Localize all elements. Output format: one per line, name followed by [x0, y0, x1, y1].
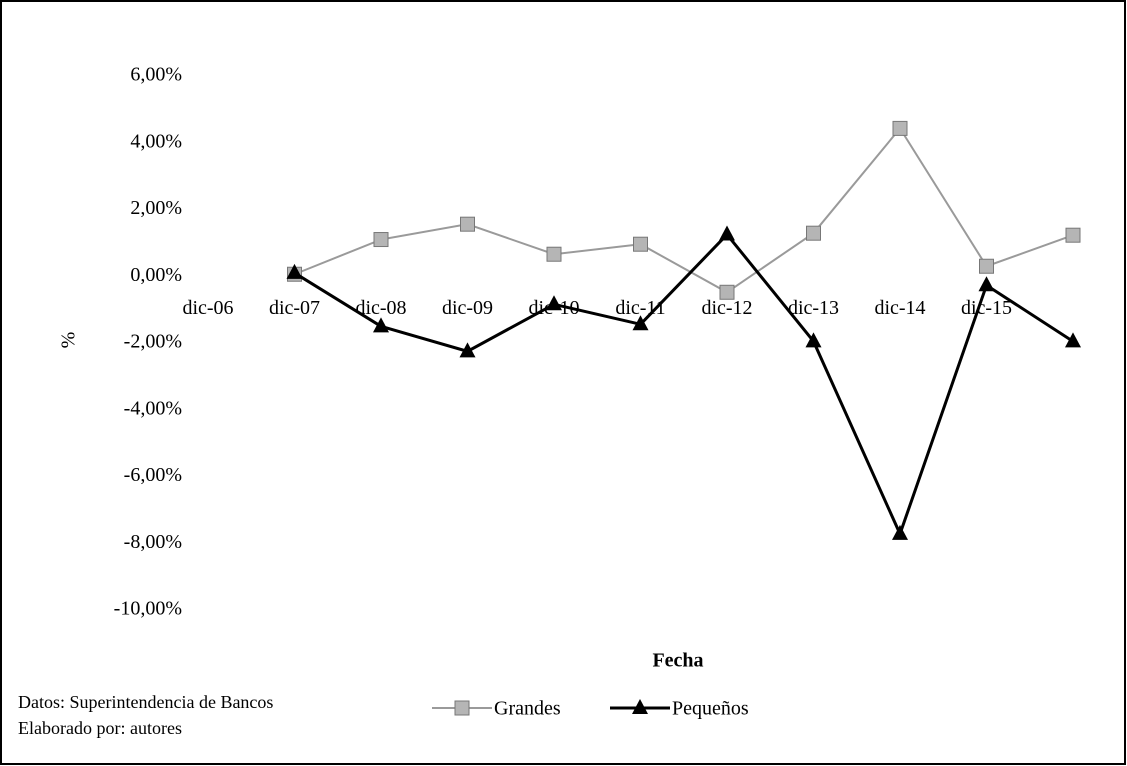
- x-tick-label: dic-06: [182, 297, 233, 319]
- note: Datos: Superintendencia de Bancos: [18, 692, 273, 712]
- point: [805, 332, 822, 348]
- x-tick-label: dic-08: [355, 297, 406, 319]
- x-tick-label: dic-14: [874, 297, 925, 319]
- y-tick-label: -6,00%: [124, 464, 182, 486]
- legend-label: Grandes: [494, 698, 561, 720]
- point: [719, 225, 735, 241]
- point: [1065, 227, 1081, 243]
- y-tick-label: -4,00%: [124, 397, 182, 419]
- point: [373, 317, 389, 333]
- series-line: [293, 232, 1074, 538]
- y-tick-label: -8,00%: [124, 531, 182, 553]
- point: [1065, 332, 1081, 348]
- point: [546, 246, 562, 262]
- y-tick-label: 0,00%: [130, 264, 182, 286]
- point: [806, 225, 821, 241]
- x-tick-label: dic-12: [701, 297, 752, 319]
- point: [460, 216, 475, 232]
- y-axis-label: %: [58, 332, 80, 349]
- legend-label: Pequeños: [672, 698, 749, 720]
- point: [892, 524, 908, 540]
- point: [546, 295, 562, 311]
- y-tick-label: -10,00%: [114, 598, 182, 620]
- x-axis-label: Fecha: [652, 650, 703, 672]
- point: [978, 276, 995, 292]
- x-tick-label: dic-13: [788, 297, 839, 319]
- point: [286, 263, 303, 279]
- legend-marker: [632, 699, 648, 714]
- y-tick-label: 2,00%: [130, 197, 182, 219]
- x-tick-label: dic-15: [961, 297, 1012, 319]
- point: [979, 258, 994, 274]
- point: [459, 342, 476, 358]
- y-tick-label: 4,00%: [130, 130, 182, 152]
- legend-marker: [454, 700, 470, 716]
- x-tick-label: dic-07: [269, 297, 320, 319]
- y-tick-label: 6,00%: [130, 64, 182, 86]
- point: [719, 284, 735, 300]
- y-tick-label: -2,00%: [124, 331, 182, 353]
- point: [632, 315, 649, 331]
- x-tick-label: dic-09: [442, 297, 493, 319]
- point: [373, 232, 389, 248]
- point: [892, 120, 908, 136]
- point: [633, 236, 648, 252]
- series-line: [294, 126, 1074, 294]
- note: Elaborado por: autores: [18, 718, 182, 738]
